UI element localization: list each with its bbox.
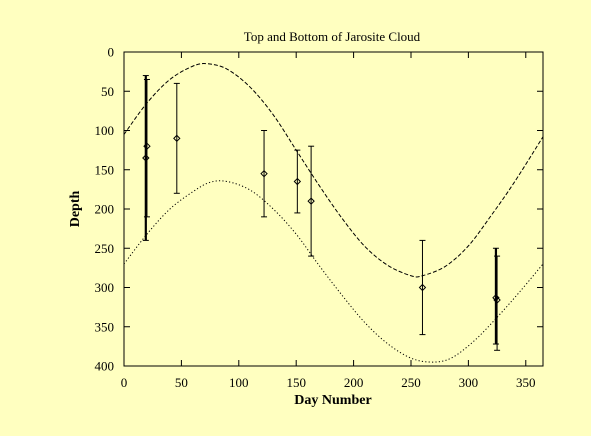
y-tick-label: 350: [95, 319, 115, 334]
diamond-marker: [260, 169, 268, 178]
x-tick-label: 200: [344, 375, 364, 390]
curves: [123, 63, 544, 363]
x-tick-label: 250: [401, 375, 421, 390]
plot-area-frame: [123, 51, 544, 367]
top-curve: [123, 63, 544, 278]
y-tick-label: 200: [95, 202, 115, 217]
diamond-marker: [143, 142, 151, 150]
diamond-marker: [293, 177, 302, 186]
x-tick-label: 350: [516, 375, 536, 390]
y-axis-label: Depth: [68, 191, 83, 228]
bottom-curve: [123, 180, 544, 363]
diamond-marker: [142, 154, 150, 162]
x-tick-label: 100: [229, 375, 249, 390]
x-tick-label: 300: [459, 375, 479, 390]
x-tick-label: 50: [175, 375, 188, 390]
x-axis-label: Day Number: [294, 393, 371, 408]
y-tick-label: 150: [95, 162, 115, 177]
error-bars: [142, 75, 501, 351]
diamond-marker: [173, 134, 181, 143]
x-tick-label: 150: [286, 375, 306, 390]
y-tick-label: 300: [95, 280, 115, 295]
x-tick-label: 0: [121, 375, 128, 390]
diamond-marker: [307, 197, 315, 205]
y-tick-label: 250: [95, 241, 115, 256]
diamond-marker: [492, 293, 500, 302]
data-points: [142, 134, 501, 304]
diamond-marker: [418, 283, 427, 292]
y-tick-label: 0: [108, 45, 115, 60]
y-tick-label: 50: [101, 84, 114, 99]
diamond-marker: [493, 296, 501, 304]
y-tick-label: 400: [95, 359, 115, 374]
y-tick-label: 100: [95, 123, 115, 138]
axis-ticks: 0 50 100 150 200 250 300 350 0 50 100 150 200 250 300 3…: [95, 45, 543, 390]
chart-title: Top and Bottom of Jarosite Cloud: [244, 29, 421, 44]
